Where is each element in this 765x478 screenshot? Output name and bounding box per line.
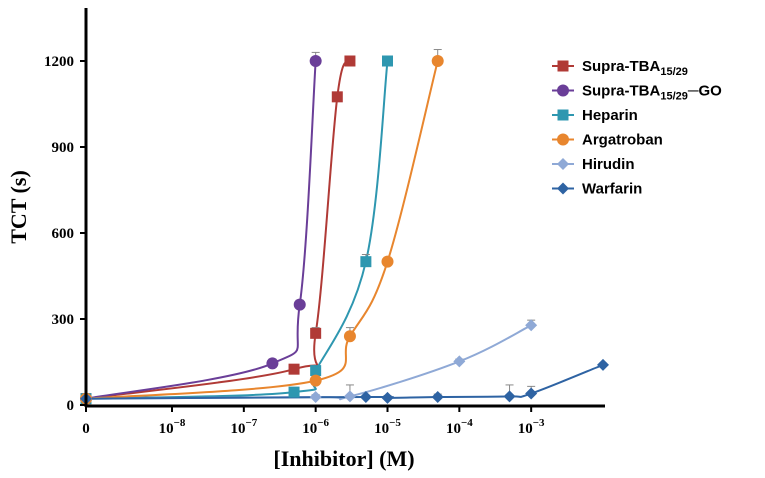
legend-marker [557,60,569,72]
series-line-0 [85,60,351,400]
x-axis-title: [Inhibitor] (M) [273,446,414,471]
series-line-1 [85,60,317,400]
y-tick-label: 0 [67,398,75,414]
data-point [343,390,356,403]
legend: Supra-TBA15/29 Supra-TBA15/29─GO Heparin Ar… [552,58,722,198]
x-tick-label: 10−7 [230,417,257,437]
legend-marker [557,84,569,97]
data-point [288,386,300,398]
data-point [309,374,322,387]
data-point [309,55,322,67]
data-point [310,365,322,377]
data-point [266,357,279,370]
x-tick-label: 10−5 [374,417,401,437]
data-point [453,355,466,368]
series-line-3 [85,60,439,400]
data-point [503,390,516,403]
data-point [288,363,300,375]
x-tick-exponent: −5 [389,417,401,429]
legend-label: Supra-TBA15/29─GO [582,83,722,103]
x-tick-exponent: −6 [317,417,329,429]
legend-marker [557,182,569,195]
x-tick-label: 10−8 [159,417,186,437]
x-tick-label: 10−6 [302,417,329,437]
x-tick-exponent: −8 [174,417,186,429]
data-point [360,256,372,268]
y-tick-label: 1200 [44,54,74,70]
data-point [331,91,343,103]
legend-suffix: ─GO [687,83,722,100]
legend-label: Warfarin [582,181,642,198]
data-point [597,358,609,371]
x-tick-exponent: −7 [245,417,257,429]
legend-marker [557,109,569,121]
data-point [431,390,444,403]
legend-label: Argatroban [582,132,663,149]
legend-label: Heparin [582,107,638,124]
legend-subscript: 15/29 [660,66,688,78]
legend-label: Hirudin [582,156,635,173]
series-line-2 [85,60,389,400]
data-point [293,298,306,311]
legend-marker [557,158,569,170]
legend-marker [557,133,569,146]
data-point [525,387,538,400]
data-point [344,55,356,67]
data-point [343,330,356,343]
x-tick-label: 10−3 [518,417,545,437]
y-tick-label: 900 [52,140,75,156]
data-point [381,255,394,268]
y-tick-label: 600 [52,226,75,242]
x-tick-label: 10−4 [446,417,473,437]
x-tick-label: 0 [82,421,90,437]
data-point [525,319,538,332]
legend-label: Supra-TBA15/29 [582,58,688,78]
data-point [309,390,322,403]
data-point [381,391,394,404]
data-point [382,55,393,67]
x-tick-exponent: −3 [533,417,545,429]
y-tick-label: 300 [52,312,75,328]
data-point [431,55,444,67]
x-tick-exponent: −4 [461,417,473,429]
legend-subscript: 15/29 [660,91,688,103]
y-axis-title: TCT (s) [6,170,31,244]
data-point [310,327,322,339]
data-point [359,390,372,403]
